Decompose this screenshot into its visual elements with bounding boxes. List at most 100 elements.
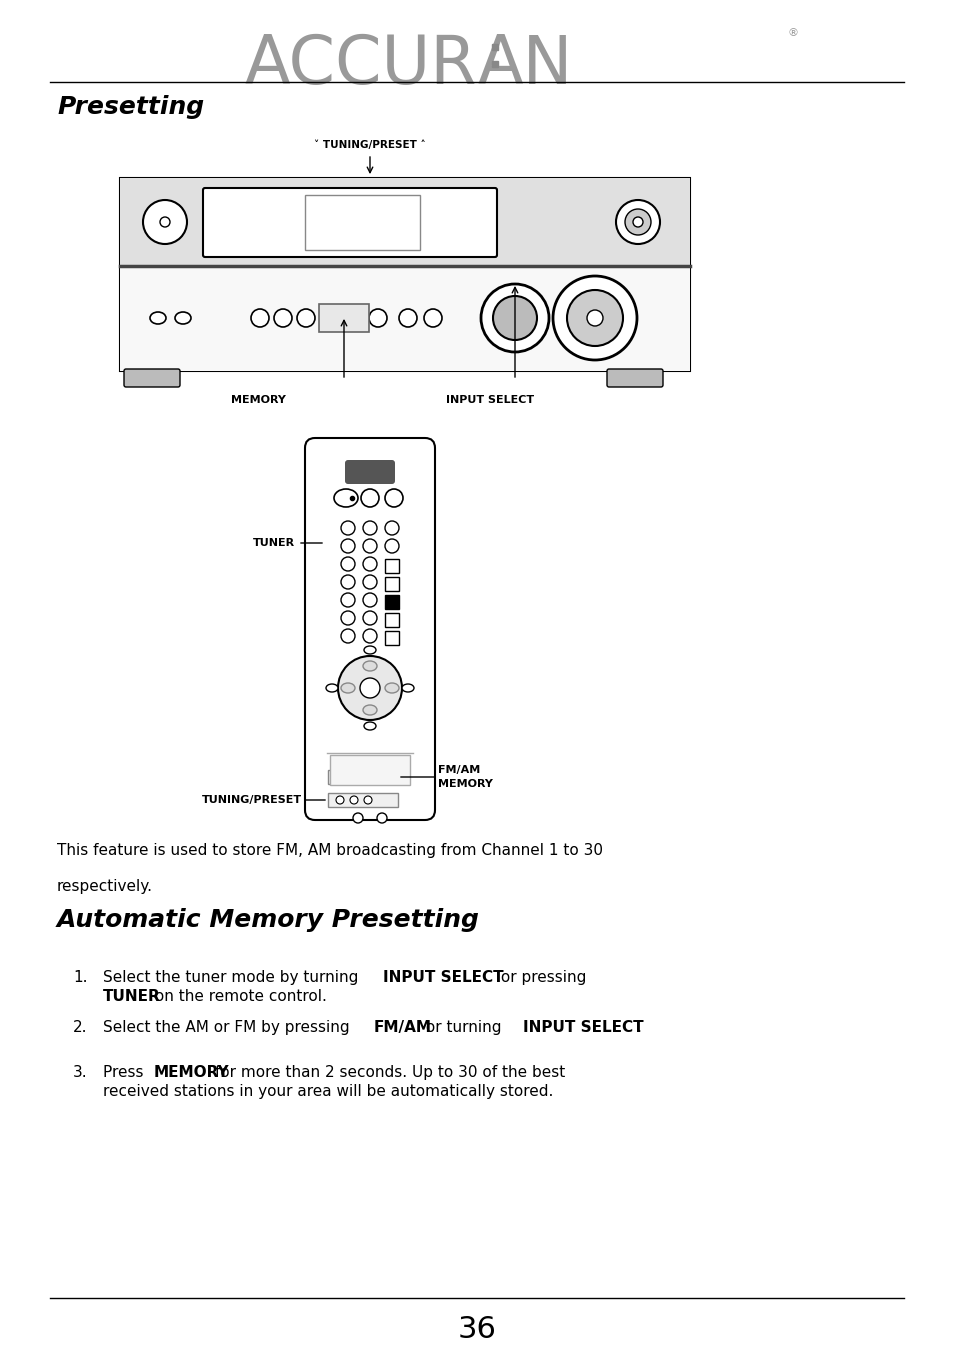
Text: INPUT SELECT: INPUT SELECT (522, 1020, 643, 1034)
Text: Presetting: Presetting (57, 95, 204, 119)
Bar (328, 770, 397, 784)
Bar (318, 305, 369, 332)
Text: or turning: or turning (421, 1020, 506, 1034)
Bar (120, 177, 689, 371)
Circle shape (423, 309, 441, 328)
Circle shape (340, 575, 355, 589)
Text: or pressing: or pressing (496, 969, 586, 984)
Bar (385, 631, 398, 645)
Circle shape (480, 284, 548, 352)
Circle shape (251, 309, 269, 328)
Bar (385, 613, 398, 627)
FancyBboxPatch shape (606, 370, 662, 387)
Bar (305, 195, 419, 250)
Circle shape (340, 593, 355, 607)
Circle shape (366, 773, 374, 781)
Circle shape (363, 575, 376, 589)
Circle shape (566, 290, 622, 347)
Text: 1.: 1. (73, 969, 88, 984)
Circle shape (586, 310, 602, 326)
FancyBboxPatch shape (203, 188, 497, 257)
Text: INPUT SELECT: INPUT SELECT (382, 969, 502, 984)
Bar (385, 577, 398, 590)
Circle shape (160, 217, 170, 227)
Circle shape (616, 200, 659, 244)
Circle shape (363, 593, 376, 607)
Text: AN: AN (476, 32, 572, 97)
Text: 2.: 2. (73, 1020, 88, 1034)
Text: ®: ® (786, 28, 798, 38)
Ellipse shape (385, 682, 398, 693)
Bar (120, 177, 689, 265)
Circle shape (351, 773, 358, 781)
Bar (330, 756, 410, 785)
Circle shape (350, 796, 357, 804)
Bar (385, 594, 398, 609)
Circle shape (363, 521, 376, 535)
Ellipse shape (340, 682, 355, 693)
Circle shape (553, 276, 637, 360)
Ellipse shape (363, 661, 376, 672)
Circle shape (363, 556, 376, 571)
Text: FM/AM: FM/AM (374, 1020, 432, 1034)
Text: ˅ TUNING/PRESET ˄: ˅ TUNING/PRESET ˄ (314, 139, 425, 150)
Text: MEMORY: MEMORY (231, 395, 285, 405)
Circle shape (353, 812, 363, 823)
Text: MEMORY: MEMORY (153, 1066, 230, 1080)
Circle shape (385, 489, 402, 506)
Circle shape (633, 217, 642, 227)
Text: 36: 36 (457, 1316, 496, 1345)
FancyBboxPatch shape (345, 460, 395, 483)
Bar (385, 559, 398, 573)
Text: .: . (636, 1020, 640, 1034)
Ellipse shape (364, 646, 375, 654)
Ellipse shape (364, 722, 375, 730)
Text: This feature is used to store FM, AM broadcasting from Channel 1 to 30: This feature is used to store FM, AM bro… (57, 844, 602, 858)
Ellipse shape (326, 684, 337, 692)
Ellipse shape (150, 311, 166, 324)
Text: for more than 2 seconds. Up to 30 of the best: for more than 2 seconds. Up to 30 of the… (211, 1066, 565, 1080)
Circle shape (340, 630, 355, 643)
Circle shape (385, 539, 398, 552)
Text: INPUT SELECT: INPUT SELECT (445, 395, 534, 405)
Bar (328, 793, 397, 807)
Ellipse shape (334, 489, 357, 506)
Circle shape (360, 489, 378, 506)
Text: 3.: 3. (73, 1066, 88, 1080)
Text: ACCUR: ACCUR (244, 32, 476, 97)
Text: respectively.: respectively. (57, 879, 152, 894)
Circle shape (364, 796, 372, 804)
Text: on the remote control.: on the remote control. (150, 988, 327, 1005)
Circle shape (385, 521, 398, 535)
FancyBboxPatch shape (124, 370, 180, 387)
FancyBboxPatch shape (305, 437, 435, 821)
Circle shape (369, 309, 387, 328)
Circle shape (493, 297, 537, 340)
Ellipse shape (401, 684, 414, 692)
Circle shape (340, 611, 355, 626)
Circle shape (296, 309, 314, 328)
Bar (120, 265, 689, 371)
Circle shape (340, 521, 355, 535)
Ellipse shape (363, 705, 376, 715)
Circle shape (274, 309, 292, 328)
Circle shape (320, 309, 338, 328)
Circle shape (376, 812, 387, 823)
Circle shape (363, 611, 376, 626)
Text: TUNING/PRESET: TUNING/PRESET (202, 795, 302, 806)
Circle shape (363, 539, 376, 552)
Circle shape (340, 556, 355, 571)
Text: Select the AM or FM by pressing: Select the AM or FM by pressing (103, 1020, 355, 1034)
Text: Press: Press (103, 1066, 149, 1080)
Text: Select the tuner mode by turning: Select the tuner mode by turning (103, 969, 363, 984)
Circle shape (344, 309, 361, 328)
Text: received stations in your area will be automatically stored.: received stations in your area will be a… (103, 1085, 553, 1099)
Circle shape (398, 309, 416, 328)
Ellipse shape (174, 311, 191, 324)
Circle shape (337, 655, 401, 720)
Text: TUNER: TUNER (253, 538, 294, 548)
Text: TUNER: TUNER (103, 988, 161, 1005)
Circle shape (624, 209, 650, 236)
Circle shape (335, 796, 344, 804)
Circle shape (340, 539, 355, 552)
